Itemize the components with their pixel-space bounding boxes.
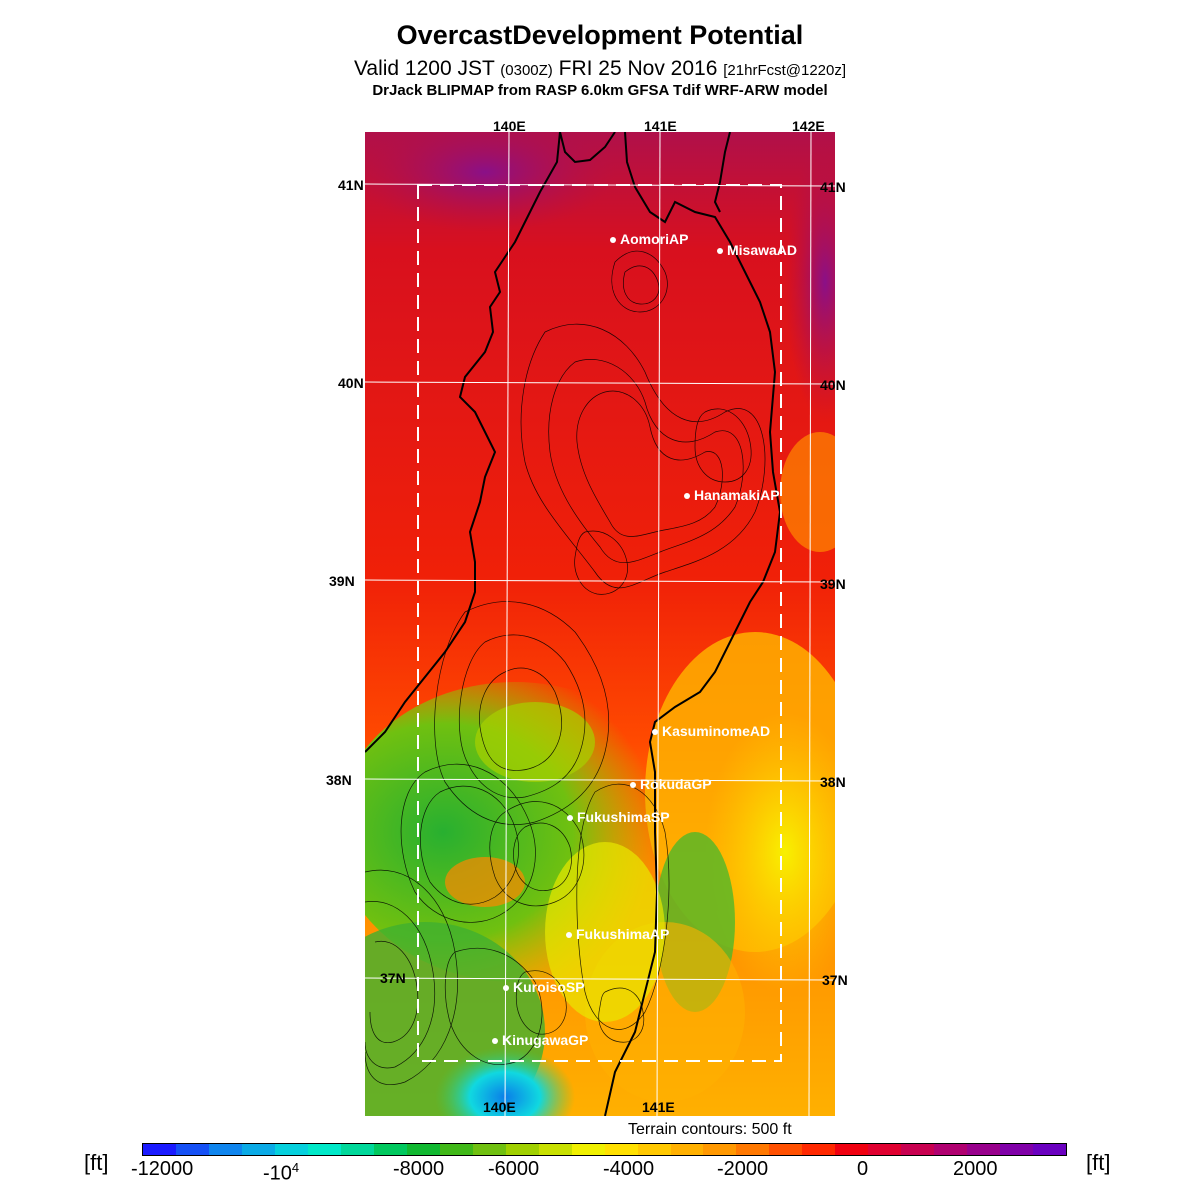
lat-label-40n-left: 40N [338, 375, 364, 391]
color-scale-swatch-14 [604, 1144, 638, 1155]
color-scale-swatch-20 [802, 1144, 836, 1155]
station-dot-icon [566, 932, 572, 939]
terrain-contours [365, 250, 766, 1085]
station-rokuda: RokudaGP [630, 776, 712, 792]
station-dot-icon [492, 1038, 498, 1045]
color-scale-swatch-27 [1033, 1144, 1067, 1155]
lon-label-142e-top: 142E [792, 118, 825, 134]
scale-label-2000: 2000 [953, 1158, 998, 1180]
valid-prefix: Valid 1200 JST [353, 57, 495, 80]
terrain-contour-note: Terrain contours: 500 ft [628, 1121, 792, 1138]
color-scale-swatch-1 [175, 1144, 209, 1155]
color-scale-swatch-17 [703, 1144, 737, 1155]
lat-label-38n-left: 38N [326, 772, 352, 788]
color-scale-swatch-15 [637, 1144, 671, 1155]
station-misawa: MisawaAD [717, 242, 797, 258]
scale-label-minus-4000: -4000 [603, 1158, 655, 1180]
color-scale-swatch-25 [967, 1144, 1001, 1155]
color-scale-swatch-18 [736, 1144, 770, 1155]
lon-label-140e-top: 140E [493, 118, 526, 134]
unit-label-right: [ft] [1086, 1150, 1111, 1175]
scale-label-0: 0 [857, 1158, 869, 1180]
coastline [365, 132, 782, 1116]
color-scale-swatch-24 [934, 1144, 968, 1155]
unit-label-left: [ft] [84, 1150, 109, 1175]
forecast-map [365, 132, 835, 1116]
color-scale-swatch-13 [571, 1144, 605, 1155]
domain-boundary [417, 184, 782, 1062]
color-scale-swatch-5 [307, 1144, 341, 1155]
station-hanamaki: HanamakiAP [684, 487, 780, 503]
scale-label-minus-1e4: -104 [263, 1160, 300, 1185]
color-scale-swatch-11 [505, 1144, 539, 1155]
valid-date: FRI 25 Nov 2016 [558, 57, 718, 80]
station-kinugawa: KinugawaGP [492, 1032, 588, 1048]
lon-label-140e-bottom: 140E [483, 1099, 516, 1115]
graticule [365, 132, 835, 1116]
scale-label-minus-2000: -2000 [717, 1158, 769, 1180]
station-dot-icon [717, 248, 723, 255]
color-scale-swatch-12 [538, 1144, 572, 1155]
lat-label-40n-right: 40N [820, 377, 846, 393]
station-dot-icon [652, 729, 658, 736]
station-dot-icon [684, 493, 690, 500]
color-scale-swatch-3 [241, 1144, 275, 1155]
color-scale-swatch-9 [439, 1144, 473, 1155]
color-scale-swatch-23 [901, 1144, 935, 1155]
color-scale-swatch-6 [340, 1144, 374, 1155]
station-fukushima-ap: FukushimaAP [566, 926, 669, 942]
color-scale-swatch-0 [143, 1144, 176, 1155]
station-dot-icon [630, 782, 636, 789]
color-scale-swatch-8 [406, 1144, 440, 1155]
lat-label-37n-right: 37N [822, 972, 848, 988]
color-scale-swatch-2 [208, 1144, 242, 1155]
forecast-info: [21hrFcst@1220z] [723, 62, 847, 79]
color-scale-swatch-22 [868, 1144, 902, 1155]
model-subtitle: DrJack BLIPMAP from RASP 6.0km GFSA Tdif… [372, 82, 828, 99]
lat-label-41n-right: 41N [820, 179, 846, 195]
color-scale-swatch-10 [472, 1144, 506, 1155]
lat-label-39n-left: 39N [329, 573, 355, 589]
station-kasuminome: KasuminomeAD [652, 723, 770, 739]
valid-zulu: (0300Z) [500, 62, 553, 79]
color-scale-bar [142, 1143, 1067, 1156]
station-dot-icon [503, 985, 509, 992]
color-scale-swatch-26 [1000, 1144, 1034, 1155]
map-title: OvercastDevelopment Potential [396, 20, 804, 50]
station-fukushima-sp: FukushimaSP [567, 809, 670, 825]
scale-label-minus-12000: -12000 [131, 1158, 194, 1180]
color-scale-swatch-4 [274, 1144, 308, 1155]
valid-time: Valid 1200 JST (0300Z) FRI 25 Nov 2016 [… [0, 57, 1200, 81]
lat-label-37n-left: 37N [380, 970, 406, 986]
scale-label-minus-8000: -8000 [393, 1158, 445, 1180]
lon-label-141e-bottom: 141E [642, 1099, 675, 1115]
station-dot-icon [610, 237, 616, 244]
lat-label-41n-left: 41N [338, 177, 364, 193]
station-kuroiso: KuroisoSP [503, 979, 585, 995]
scale-label-minus-6000: -6000 [488, 1158, 540, 1180]
lat-label-39n-right: 39N [820, 576, 846, 592]
color-scale-swatch-7 [373, 1144, 407, 1155]
map-canvas [365, 132, 835, 1116]
color-scale-swatch-21 [835, 1144, 869, 1155]
lat-label-38n-right: 38N [820, 774, 846, 790]
color-scale-swatch-16 [670, 1144, 704, 1155]
station-aomori: AomoriAP [610, 231, 688, 247]
lon-label-141e-top: 141E [644, 118, 677, 134]
station-dot-icon [567, 815, 573, 822]
color-scale-swatch-19 [769, 1144, 803, 1155]
